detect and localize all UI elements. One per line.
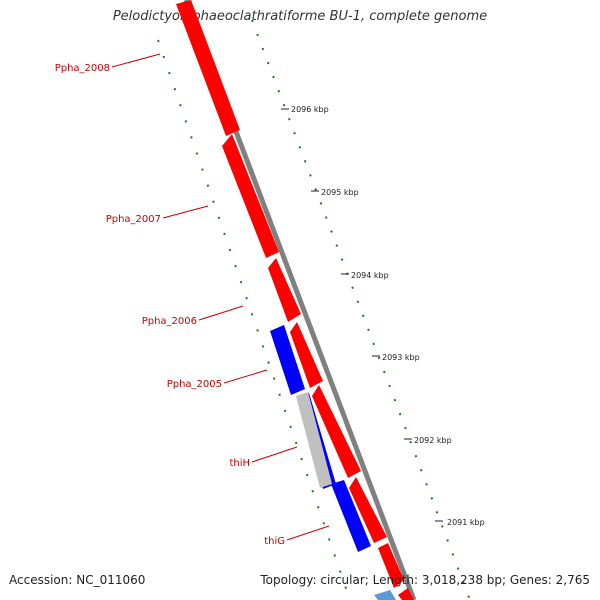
gene-label: Ppha_2008: [55, 63, 110, 74]
gene-ppha-2005: [290, 322, 323, 388]
gene-next: [378, 543, 404, 588]
accession-text: Accession: NC_011060: [9, 573, 146, 587]
gene-label: Ppha_2007: [106, 214, 161, 225]
inner-tick-track: [157, 39, 351, 600]
gene-reverse-1: [270, 325, 305, 395]
kbp-label: 2095 kbp: [321, 188, 359, 197]
gene-ppha-2007: [222, 134, 279, 258]
kbp-tick-marks: [281, 108, 443, 522]
gene-ppha-2008: [176, 0, 240, 136]
gene-label: Ppha_2006: [142, 316, 197, 327]
gene-light-blue: [374, 590, 396, 600]
genome-stats-text: Topology: circular; Length: 3,018,238 bp…: [260, 573, 590, 587]
gene-thih: [312, 385, 361, 478]
kbp-label: 2092 kbp: [414, 436, 452, 445]
gene-label: thiG: [264, 536, 285, 547]
kbp-label: 2096 kbp: [291, 105, 329, 114]
gene-label: thiH: [229, 458, 250, 469]
gene-edge: [398, 588, 414, 600]
kbp-label: 2093 kbp: [382, 353, 420, 362]
gene-reverse-3: [331, 480, 371, 552]
label-leaders: [111, 53, 330, 541]
kbp-label: 2094 kbp: [351, 271, 389, 280]
gene-label: Ppha_2005: [167, 379, 222, 390]
gene-grey: [296, 392, 332, 488]
map-title: Pelodictyon phaeoclathratiforme BU-1, co…: [112, 9, 488, 24]
kbp-label: 2091 kbp: [447, 518, 485, 527]
gene-thig: [349, 477, 387, 543]
gene-ppha-2006: [268, 258, 301, 322]
